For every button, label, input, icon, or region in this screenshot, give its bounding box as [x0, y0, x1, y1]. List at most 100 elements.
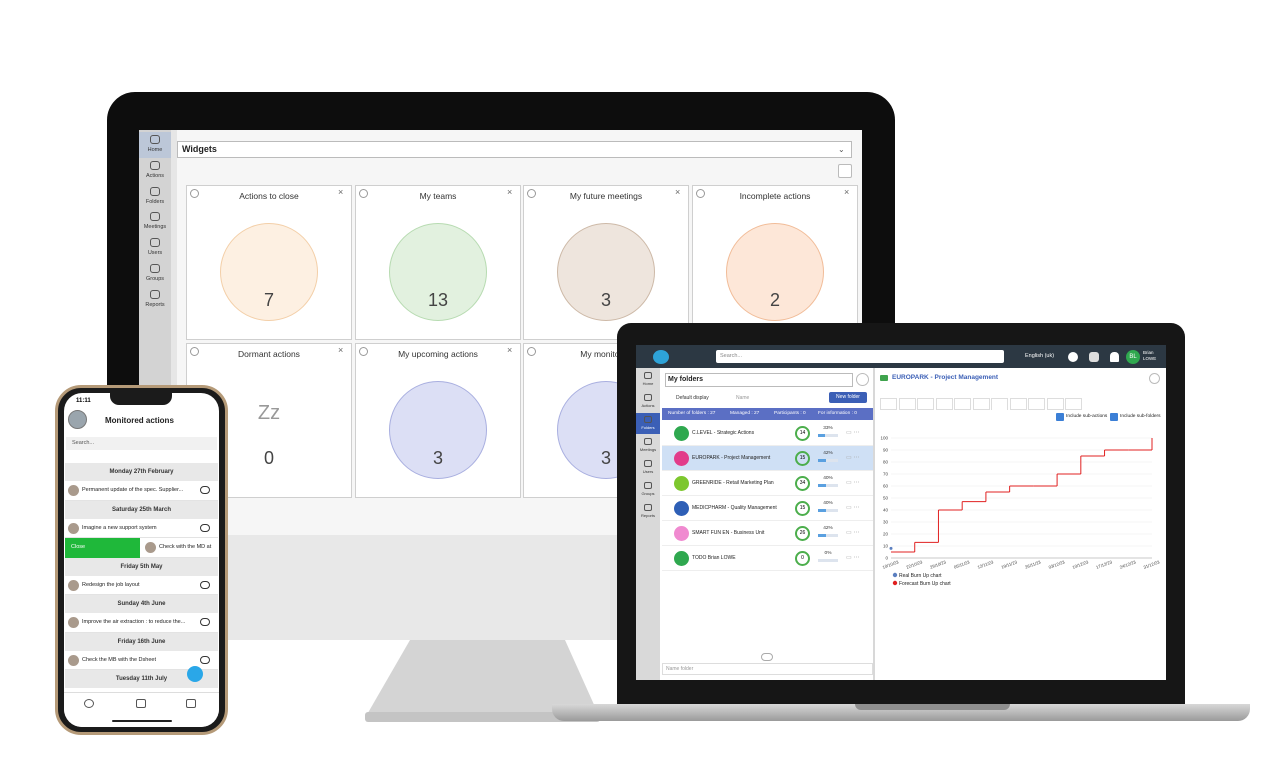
- sidebar-label[interactable]: Actions: [641, 403, 655, 408]
- new-folder-button[interactable]: New folder: [829, 392, 867, 403]
- widget-value: 3: [432, 448, 443, 468]
- tab-icon[interactable]: [136, 699, 146, 708]
- sidebar-icon: [150, 186, 160, 196]
- panel-toggle[interactable]: [761, 653, 773, 661]
- name-folder-input[interactable]: [662, 663, 873, 675]
- widget-title: My monitored: [580, 349, 632, 359]
- sidebar-label[interactable]: Groups: [641, 491, 655, 496]
- settings-button[interactable]: [838, 164, 852, 178]
- help-icon[interactable]: [1068, 352, 1078, 362]
- detail-tab[interactable]: [917, 398, 934, 410]
- detail-tab[interactable]: [1028, 398, 1045, 410]
- sidebar-label[interactable]: Home: [147, 147, 163, 153]
- y-tick-label: 10: [883, 544, 889, 549]
- detail-tab[interactable]: [1065, 398, 1082, 410]
- tab-icon[interactable]: [84, 699, 94, 708]
- sidebar-label[interactable]: Meetings: [639, 447, 657, 452]
- checkbox[interactable]: [1110, 413, 1118, 421]
- folder-row[interactable]: [662, 421, 873, 446]
- row-actions: ▭ ⋯: [846, 480, 860, 486]
- detail-tab[interactable]: [991, 398, 1008, 410]
- widget-close: ×: [675, 187, 681, 197]
- action-row[interactable]: [65, 518, 218, 538]
- sidebar-icon: [150, 289, 160, 299]
- detail-tab[interactable]: [898, 398, 916, 410]
- detail-tab[interactable]: [935, 398, 953, 410]
- option-label: Include sub-folders: [1120, 414, 1161, 419]
- y-tick-label: 70: [883, 472, 889, 477]
- sidebar-label[interactable]: Actions: [145, 172, 165, 179]
- display-select[interactable]: Default display: [676, 395, 709, 401]
- row-avatar: [68, 654, 79, 666]
- folder-count: 26: [795, 526, 810, 541]
- folder-select[interactable]: [665, 373, 853, 387]
- detail-tab[interactable]: [954, 398, 971, 410]
- folder-row[interactable]: [662, 446, 873, 471]
- panel-title: My folders: [668, 376, 704, 383]
- sleep-icon: Zz: [257, 402, 281, 424]
- folder-row[interactable]: [662, 496, 873, 521]
- sidebar-icon: [150, 135, 160, 144]
- sidebar-label[interactable]: Folders: [641, 425, 655, 430]
- action-row[interactable]: [65, 575, 218, 595]
- widgets-select[interactable]: [177, 141, 852, 158]
- y-tick-label: 90: [883, 448, 889, 453]
- sidebar-label[interactable]: Reports: [640, 513, 655, 518]
- widget-circle: [389, 381, 487, 479]
- section-date: Saturday 25th March: [65, 500, 218, 519]
- user-avatar[interactable]: BL: [1126, 350, 1140, 364]
- progress-bar: [818, 459, 827, 462]
- legend-swatch: [892, 572, 898, 578]
- bell-icon[interactable]: [1110, 352, 1119, 362]
- folder-name: EUROPARK - Project Management: [692, 455, 771, 461]
- widget-circle: [220, 223, 318, 321]
- action-row[interactable]: [65, 650, 218, 670]
- sidebar-label[interactable]: Home: [642, 381, 654, 386]
- widget-close: ×: [338, 187, 344, 197]
- folder-count: 0: [795, 551, 810, 566]
- sidebar-active: [139, 132, 171, 158]
- y-tick-label: 20: [883, 532, 889, 537]
- sidebar-label[interactable]: Users: [147, 250, 163, 257]
- widget-value: 0: [263, 448, 274, 468]
- folder-row[interactable]: [662, 521, 873, 546]
- phone-title[interactable]: Monitored actions: [105, 416, 174, 425]
- sidebar-icon: [644, 438, 652, 445]
- folder-row[interactable]: [662, 471, 873, 496]
- detail-tab[interactable]: [880, 398, 897, 410]
- section-date: Monday 27th February: [65, 463, 218, 481]
- detail-collapse[interactable]: [1149, 373, 1160, 384]
- desktop-sidebar-gap: [171, 130, 177, 535]
- folder-count: 15: [795, 501, 810, 516]
- sidebar-label[interactable]: Meetings: [143, 224, 167, 231]
- tab-icon[interactable]: [186, 699, 196, 708]
- folder-row[interactable]: [662, 546, 873, 571]
- swipe-action[interactable]: Close: [65, 538, 140, 558]
- progress-track: [818, 484, 838, 487]
- language[interactable]: English (uk): [1025, 353, 1055, 359]
- action-row[interactable]: [65, 481, 218, 501]
- folder-count: 15: [795, 451, 810, 466]
- collapse-button[interactable]: [856, 373, 869, 386]
- row-actions: ▭ ⋯: [846, 455, 860, 461]
- progress-bar: [818, 534, 827, 537]
- sidebar-label[interactable]: Groups: [145, 276, 165, 282]
- detail-tab[interactable]: [1046, 398, 1064, 410]
- settings-icon[interactable]: [1089, 352, 1099, 362]
- fab[interactable]: [187, 666, 203, 682]
- sidebar-label[interactable]: Reports: [145, 301, 165, 308]
- sort-select[interactable]: Name: [736, 395, 750, 401]
- sidebar-icon: [150, 160, 160, 170]
- detail-tab[interactable]: [1009, 398, 1027, 410]
- sidebar-label[interactable]: Users: [642, 469, 654, 474]
- checkbox[interactable]: [1056, 413, 1064, 421]
- y-tick-label: 100: [880, 436, 888, 441]
- widget-circle: [389, 223, 487, 321]
- sidebar-label[interactable]: Folders: [145, 198, 165, 205]
- search-box[interactable]: [716, 350, 1004, 363]
- detail-tab[interactable]: [972, 398, 990, 410]
- phone-search[interactable]: [66, 437, 217, 450]
- x-tick-label: 22/10/23: [905, 559, 923, 570]
- action-row[interactable]: [65, 613, 218, 633]
